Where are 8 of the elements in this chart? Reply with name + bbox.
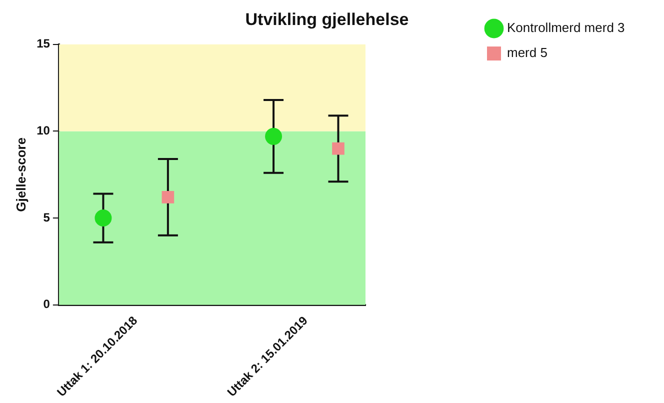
y-tick-label: 10	[36, 124, 50, 138]
y-tick-label: 0	[43, 297, 50, 312]
chart-title: Utvikling gjellehelse	[245, 10, 409, 29]
y-tick-label: 5	[43, 210, 50, 224]
y-tick-label: 15	[36, 36, 50, 51]
legend-label: merd 5	[507, 45, 548, 60]
y-axis-title: Gjelle-score	[13, 137, 28, 212]
legend-label: Kontrollmerd merd 3	[507, 20, 625, 36]
